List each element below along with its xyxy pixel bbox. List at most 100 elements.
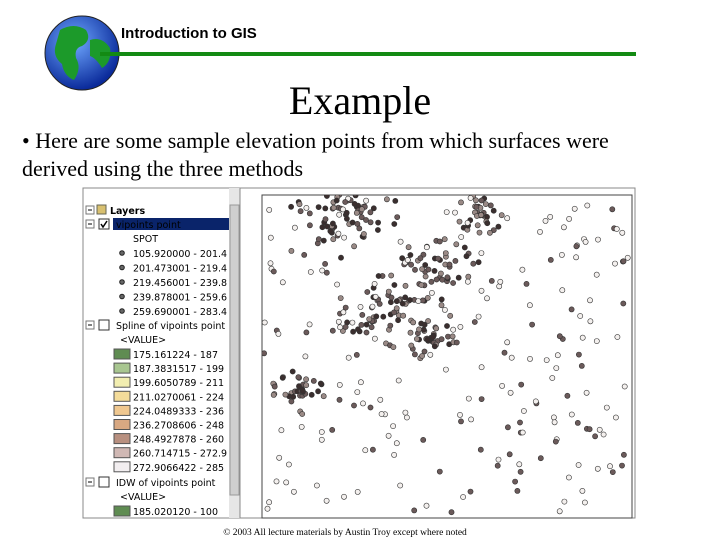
sample-point [302,353,309,360]
sample-point [391,282,398,288]
sample-point [378,411,385,417]
sample-point [507,389,514,396]
sample-point [574,419,581,426]
sample-point [298,423,305,430]
sample-point [501,349,508,356]
sample-point [506,451,513,458]
sample-point [411,507,418,514]
sample-point [543,357,550,363]
color-swatch [113,447,131,459]
sample-point [478,212,484,218]
sample-point [431,343,438,350]
sample-point [343,209,350,216]
color-swatch [113,404,131,416]
footer: © 2003 All lecture materials by Austin T… [223,527,467,538]
sample-point [582,238,589,245]
sample-point [474,222,481,229]
color-swatch [113,461,131,473]
sample-point [358,206,365,213]
sample-point [497,278,504,285]
sample-point [427,351,434,358]
sample-point [551,414,557,421]
sample-point [561,224,567,231]
field-name: SPOT [133,234,158,245]
sample-point [537,455,544,462]
sample-point [527,355,533,362]
sample-point [619,229,626,236]
sample-point [407,252,414,258]
sample-point [336,396,343,403]
sample-point [408,342,415,349]
sample-point [307,269,314,275]
sample-point [358,321,365,328]
point-symbol [119,308,125,314]
sample-point [390,423,396,429]
sample-point [359,311,366,318]
sample-point [360,231,367,237]
sample-point [408,261,414,268]
sample-point [521,408,527,414]
sample-point [388,294,395,301]
sample-point [393,298,400,305]
sample-point [532,398,539,405]
sample-point [275,330,282,337]
sample-point [551,419,558,426]
sample-point [556,333,563,340]
sample-point [358,214,365,221]
sample-point [303,382,310,389]
sample-point [264,505,271,512]
sample-point [329,220,336,227]
sample-point [395,317,401,324]
sample-point [320,393,327,400]
sample-point [383,196,390,203]
sample-point [285,461,292,468]
sample-point [504,424,511,431]
sample-point [577,313,584,319]
sample-point [343,215,350,222]
layer-name: Spline of vipoints point [116,321,225,332]
sample-point [463,253,470,260]
sample-point [495,223,502,230]
check-mark [100,220,108,229]
sample-point [441,236,448,243]
sample-point [297,208,304,215]
sample-point [430,334,436,341]
sample-point [457,411,463,418]
sample-point [400,312,407,319]
sample-point [338,254,344,261]
sample-point [397,238,404,245]
sample-point [420,436,427,443]
color-swatch [113,376,131,388]
sample-point [392,197,399,204]
sample-point [547,213,554,220]
sample-point [458,234,465,240]
sample-point [425,318,431,324]
sample-point [336,211,343,218]
sample-point [416,326,422,333]
sample-point [450,280,456,286]
sample-point [478,250,485,256]
sample-point [575,462,582,468]
header-rule [100,52,636,56]
sample-point [270,391,277,398]
sample-point [407,329,414,336]
sample-point [355,326,361,333]
sample-point [475,313,482,320]
sample-point [613,414,619,421]
bullet-line: • Here are some sample elevation points … [22,128,609,153]
sample-point [470,260,477,267]
sample-point [351,200,358,207]
sample-point [341,234,347,241]
sample-point [527,302,533,309]
sample-point [267,260,274,267]
class-label: 201.473001 - 219.4 [133,264,227,275]
sample-point [624,254,631,261]
sample-point [603,404,610,411]
sample-point [552,438,559,445]
sample-point [607,463,613,470]
sample-point [299,411,306,417]
sample-point [421,348,428,355]
sample-point [442,366,449,373]
class-label: 236.2708606 - 248 [133,421,224,432]
sample-point [519,429,526,436]
